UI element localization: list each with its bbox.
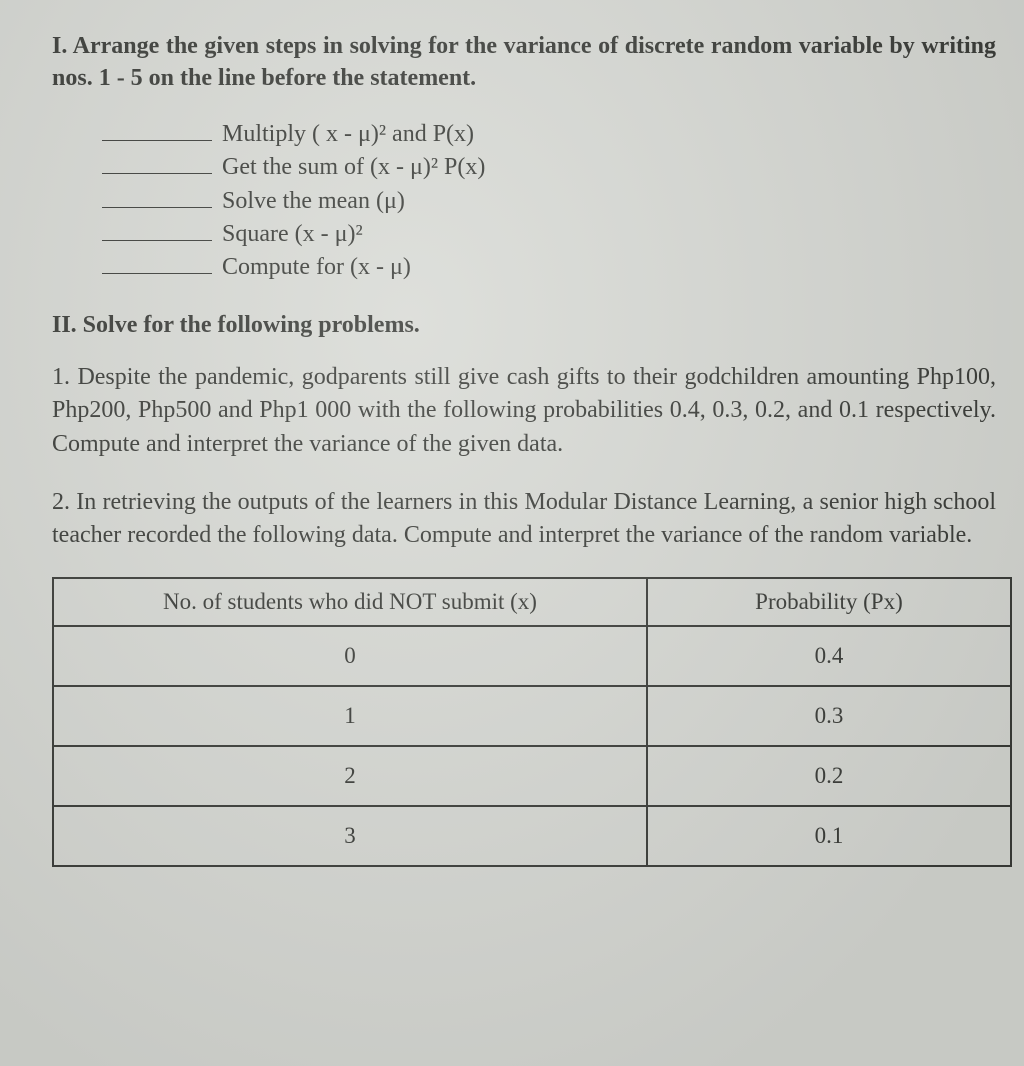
problem1-text: 1. Despite the pandemic, godparents stil… — [52, 361, 996, 462]
answer-blank[interactable] — [102, 184, 212, 208]
answer-blank[interactable] — [102, 117, 212, 141]
cell-x: 3 — [53, 806, 647, 866]
step-item: Get the sum of (x - μ)² P(x) — [102, 150, 996, 183]
cell-p: 0.3 — [647, 686, 1011, 746]
step-text: Multiply ( x - μ)² and P(x) — [222, 118, 474, 150]
table-row: 0 0.4 — [53, 626, 1011, 686]
problem2-text: 2. In retrieving the outputs of the lear… — [52, 486, 996, 553]
answer-blank[interactable] — [102, 150, 212, 174]
step-item: Square (x - μ)² — [102, 217, 996, 250]
steps-list: Multiply ( x - μ)² and P(x) Get the sum … — [102, 117, 996, 284]
step-text: Get the sum of (x - μ)² P(x) — [222, 151, 485, 183]
col-header-p: Probability (Px) — [647, 578, 1011, 626]
answer-blank[interactable] — [102, 250, 212, 274]
step-item: Compute for (x - μ) — [102, 250, 996, 283]
data-table: No. of students who did NOT submit (x) P… — [52, 577, 1012, 867]
cell-p: 0.1 — [647, 806, 1011, 866]
table-header-row: No. of students who did NOT submit (x) P… — [53, 578, 1011, 626]
cell-p: 0.4 — [647, 626, 1011, 686]
table-row: 1 0.3 — [53, 686, 1011, 746]
section1-title: I. Arrange the given steps in solving fo… — [52, 30, 996, 95]
cell-p: 0.2 — [647, 746, 1011, 806]
table-row: 3 0.1 — [53, 806, 1011, 866]
cell-x: 2 — [53, 746, 647, 806]
cell-x: 0 — [53, 626, 647, 686]
step-text: Square (x - μ)² — [222, 218, 363, 250]
step-text: Compute for (x - μ) — [222, 251, 411, 283]
step-text: Solve the mean (μ) — [222, 185, 405, 217]
step-item: Solve the mean (μ) — [102, 184, 996, 217]
section2-title: II. Solve for the following problems. — [52, 312, 996, 339]
answer-blank[interactable] — [102, 217, 212, 241]
step-item: Multiply ( x - μ)² and P(x) — [102, 117, 996, 150]
col-header-x: No. of students who did NOT submit (x) — [53, 578, 647, 626]
cell-x: 1 — [53, 686, 647, 746]
table-row: 2 0.2 — [53, 746, 1011, 806]
